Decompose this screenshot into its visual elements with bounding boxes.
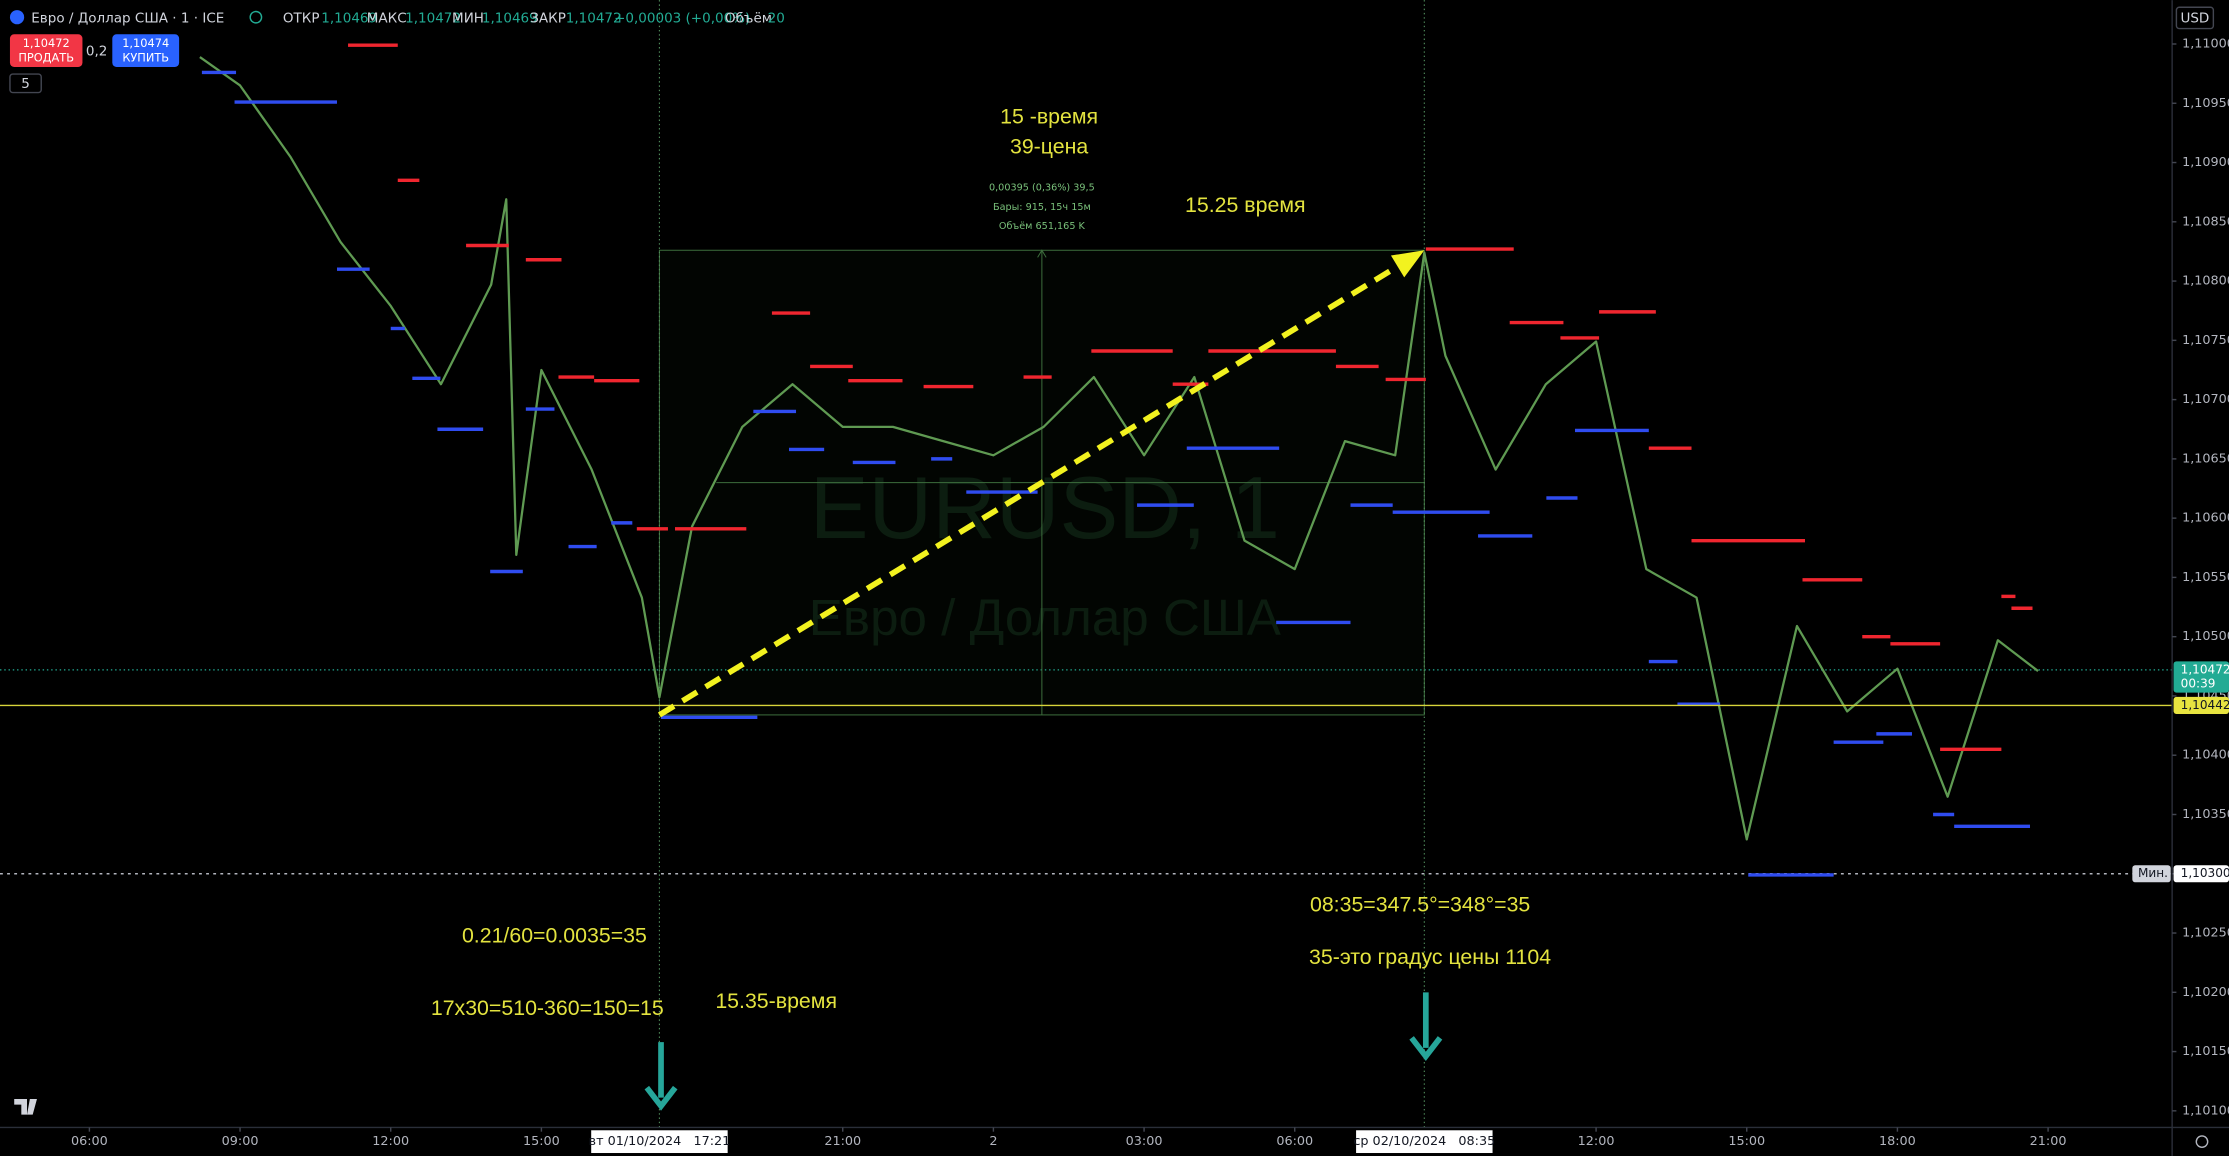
high-label: МАКС — [367, 11, 407, 27]
x-tick-label: 09:00 — [222, 1134, 259, 1149]
crosshair-label-bg — [1356, 1130, 1493, 1154]
crosshair-label-bg — [591, 1130, 728, 1154]
sell-price[interactable]: 1,10472 — [23, 36, 70, 50]
y-tick-label: 1,10600 — [2182, 511, 2229, 526]
last-price-label: 1,10472 — [2181, 662, 2229, 676]
currency[interactable]: USD — [2180, 11, 2209, 27]
logo[interactable] — [14, 1099, 37, 1115]
annotation: 15 -время — [1000, 105, 1098, 129]
y-tick-label: 1,10500 — [2182, 629, 2229, 644]
countdown-label: 00:39 — [2181, 677, 2216, 691]
x-tick-label: 18:00 — [1879, 1134, 1916, 1149]
y-tick-label: 1,10650 — [2182, 451, 2229, 466]
y-tick-label: 1,11000 — [2182, 36, 2229, 51]
x-tick-label: 15:00 — [1728, 1134, 1765, 1149]
x-tick-label: 03:00 — [1126, 1134, 1163, 1149]
x-tick-label: 12:00 — [372, 1134, 409, 1149]
axes: 1,11000 1,10950 1,10900 1,10850 1,10800 1,107… — [71, 36, 2229, 1149]
marked-price-label: 1,10442 — [2181, 698, 2229, 712]
y-tick-label: 1,10200 — [2182, 985, 2229, 1000]
buy-label[interactable]: КУПИТЬ — [122, 50, 169, 64]
annotation: 08:35=347.5°=348°=35 — [1310, 892, 1530, 916]
crosshair-label: вт 01/10/2024 17:21 — [589, 1134, 731, 1149]
trend-arrow-head — [1390, 250, 1425, 278]
watermark-layer: EURUSD, 1 Евро / Доллар США — [809, 458, 1282, 646]
high-value: 1,10472 — [405, 11, 461, 27]
overlay: 15 -время 39-цена 15.25 время 0.21/60=0.003… — [431, 105, 2229, 1154]
y-tick-label: 1,10950 — [2182, 96, 2229, 111]
y-tick-label: 1,10550 — [2182, 570, 2229, 585]
measure-label: Объём 651,165 K — [999, 220, 1086, 232]
settings-icon[interactable] — [2195, 1135, 2209, 1149]
y-tick-label: 1,10350 — [2182, 807, 2229, 822]
buy-button[interactable]: 1,10474 КУПИТЬ — [112, 34, 180, 67]
x-tick-label: 2 — [989, 1134, 997, 1149]
volume-label: Объём — [725, 11, 772, 27]
y-tick-label: 1,10250 — [2182, 926, 2229, 941]
quantity-box[interactable] — [9, 73, 42, 94]
status-dot — [249, 10, 263, 24]
open-label: ОТКР — [283, 11, 320, 27]
y-tick-label: 1,10800 — [2182, 274, 2229, 289]
measure-arrow-head — [1037, 249, 1047, 258]
x-tick-label: 06:00 — [1276, 1134, 1313, 1149]
y-tick-label: 1,10750 — [2182, 333, 2229, 348]
y-tick-label: 1,10400 — [2182, 748, 2229, 763]
quantity[interactable]: 5 — [21, 76, 30, 92]
annotation: 0.21/60=0.0035=35 — [462, 924, 647, 948]
sell-button[interactable]: 1,10472 ПРОДАТЬ — [9, 34, 83, 67]
crosshair-label: ср 02/10/2024 08:35 — [1353, 1134, 1495, 1149]
markers — [14, 992, 2209, 1149]
x-tick-label: 21:00 — [824, 1134, 861, 1149]
annotation: 15.35-время — [715, 989, 837, 1013]
min-price-label: 1,10300 — [2181, 866, 2229, 880]
buy-price[interactable]: 1,10474 — [122, 36, 169, 50]
change-value: +0,00003 (+0,00%) — [614, 11, 750, 27]
sell-button-bg[interactable] — [9, 34, 83, 67]
marked-price-tag — [2173, 696, 2229, 714]
watermark-symbol: EURUSD, 1 — [810, 458, 1280, 557]
header: Евро / Доллар США · 1 · ICE ОТКР 1,10469… — [9, 6, 2215, 94]
measure-label: Бары: 915, 15ч 15м — [993, 202, 1091, 213]
close-value: 1,10472 — [566, 11, 622, 27]
x-tick-label: 15:00 — [523, 1134, 560, 1149]
annotation: 15.25 время — [1185, 193, 1305, 217]
x-tick-label: 06:00 — [71, 1134, 108, 1149]
sell-label[interactable]: ПРОДАТЬ — [18, 50, 74, 64]
price-line — [199, 56, 2039, 841]
min-price-name: Мин. — [2138, 866, 2168, 880]
y-tick-label: 1,10700 — [2182, 392, 2229, 407]
last-price-tag — [2173, 661, 2229, 693]
plot-area: 0,00395 (0,36%) 39,5 Бары: 915, 15ч 15м Об… — [0, 0, 2173, 1128]
down-arrow — [644, 1042, 678, 1111]
volume-value: 20 — [768, 11, 785, 27]
symbol[interactable]: Евро / Доллар США · 1 · ICE — [31, 11, 224, 27]
low-label: МИН — [452, 11, 484, 27]
trend-arrow — [657, 264, 1400, 718]
y-tick-label: 1,10850 — [2182, 214, 2229, 229]
symbol-icon — [9, 10, 25, 25]
open-value: 1,10469 — [321, 11, 377, 27]
y-tick-label: 1,10150 — [2182, 1044, 2229, 1059]
low-value: 1,10469 — [482, 11, 538, 27]
min-price-name-tag — [2132, 865, 2171, 883]
annotation: 35-это градус цены 1104 — [1309, 945, 1551, 969]
annotation: 17x30=510-360=150=15 — [431, 996, 664, 1020]
annotation: 39-цена — [1010, 135, 1088, 159]
watermark-name: Евро / Доллар США — [809, 589, 1282, 646]
buy-button-bg[interactable] — [112, 34, 180, 67]
currency-box[interactable] — [2175, 6, 2215, 30]
down-arrow — [1409, 992, 1443, 1062]
min-price-tag — [2173, 865, 2229, 883]
measure-label: 0,00395 (0,36%) 39,5 — [989, 183, 1095, 194]
close-label: ЗАКР — [530, 11, 566, 27]
x-tick-label: 12:00 — [1578, 1134, 1615, 1149]
x-tick-label: 21:00 — [2030, 1134, 2067, 1149]
spread: 0,2 — [86, 43, 107, 59]
y-tick-label: 1,10900 — [2182, 155, 2229, 170]
